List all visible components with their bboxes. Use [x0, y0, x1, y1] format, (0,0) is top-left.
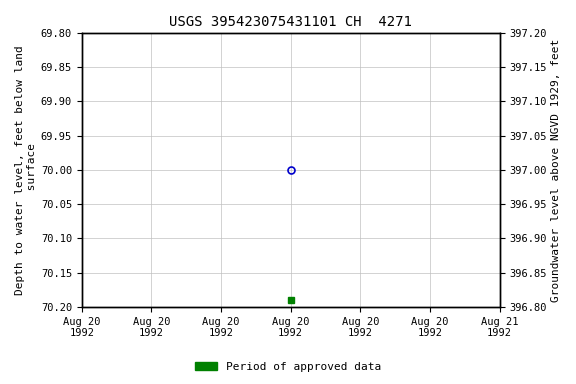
- Legend: Period of approved data: Period of approved data: [191, 358, 385, 377]
- Y-axis label: Depth to water level, feet below land
 surface: Depth to water level, feet below land su…: [15, 45, 37, 295]
- Title: USGS 395423075431101 CH  4271: USGS 395423075431101 CH 4271: [169, 15, 412, 29]
- Y-axis label: Groundwater level above NGVD 1929, feet: Groundwater level above NGVD 1929, feet: [551, 38, 561, 301]
